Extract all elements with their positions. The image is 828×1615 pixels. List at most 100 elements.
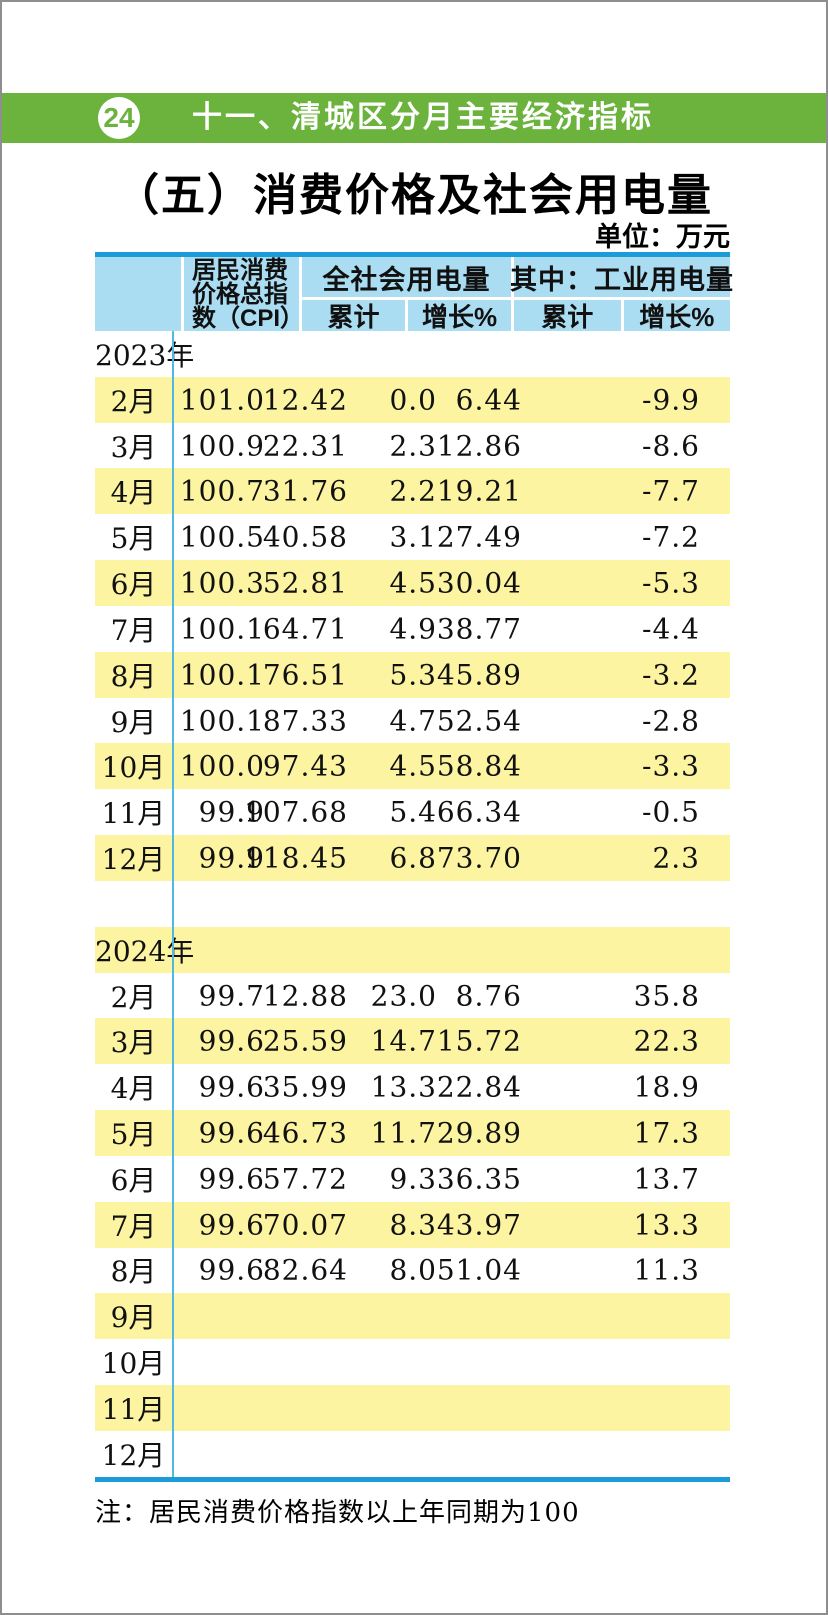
cell-value: 70.07 [262, 1208, 348, 1242]
cell-value: 14.7 [370, 1024, 437, 1058]
cell-value: 4.5 [389, 749, 437, 783]
table-body: 2023年 2月 101.0 12.42 0.0 6.44 -9.9 3月 100.9 22.31… [95, 331, 730, 1477]
table-row: 3月 99.6 25.59 14.7 15.72 22.3 [95, 1018, 730, 1065]
table-row: 7月 99.6 70.07 8.3 43.97 13.3 [95, 1201, 730, 1248]
cell-value: 64.71 [262, 612, 348, 646]
row-label: 9月 [110, 1301, 157, 1335]
cell-value: 35.8 [633, 979, 700, 1012]
page-number-badge: 24 [98, 97, 140, 139]
row-label: 8月 [110, 659, 157, 693]
cell-value: -8.6 [642, 429, 700, 463]
table-row: 8月 100.1 76.51 5.3 45.89 -3.2 [95, 651, 730, 698]
year-row: 2023年 [95, 331, 730, 377]
header-cpi-line: 数（CPI） [192, 305, 305, 332]
cell-value: 99.6 [198, 1070, 265, 1104]
row-label: 12月 [101, 843, 166, 877]
table-row: 6月 99.6 57.72 9.3 36.35 13.7 [95, 1156, 730, 1202]
cell-value: 12.42 [262, 383, 348, 417]
cell-value: 12.86 [436, 429, 522, 463]
spacer-row [95, 881, 730, 927]
row-label: 10月 [101, 751, 166, 785]
cell-value: 45.89 [436, 658, 522, 692]
cell-value: 52.81 [262, 566, 348, 600]
cell-value: -4.4 [642, 612, 700, 646]
header-cpi-line: 居民消费 [192, 257, 288, 284]
cell-value: 35.99 [262, 1070, 348, 1104]
cell-value: 40.58 [262, 520, 348, 554]
table-row: 9月 [95, 1293, 730, 1340]
cell-value: 30.04 [436, 566, 522, 600]
cell-value: -2.8 [642, 704, 700, 738]
row-label: 2024年 [95, 934, 195, 968]
cell-value: 52.54 [436, 704, 522, 738]
cell-value: 76.51 [262, 658, 348, 692]
row-label: 5月 [110, 522, 157, 556]
table-row: 10月 [95, 1339, 730, 1385]
page-title: （五）消费价格及社会用电量 [115, 171, 713, 220]
row-label: 4月 [110, 1072, 157, 1106]
cell-value: 99.6 [198, 1162, 265, 1196]
cell-value: 8.76 [455, 979, 522, 1012]
group-subheaders: 累计 增长% [514, 300, 730, 332]
row-label: 4月 [110, 476, 157, 510]
cell-value: 13.3 [370, 1070, 437, 1104]
cell-value: 100.1 [179, 658, 265, 692]
row-label: 2月 [110, 980, 157, 1014]
cell-value: 100.1 [179, 704, 265, 738]
cell-value: 22.84 [436, 1070, 522, 1104]
statistics-table: 居民消费 价格总指 数（CPI） 全社会用电量 累计 增长% 其中：工业用电量 … [95, 252, 733, 1482]
cell-value: 99.7 [198, 979, 265, 1012]
cell-value: 57.72 [262, 1162, 348, 1196]
cell-value: 3.1 [389, 520, 437, 554]
cell-value: 25.59 [262, 1024, 348, 1058]
cell-value: 100.3 [179, 566, 265, 600]
cell-value: 97.43 [262, 749, 348, 783]
cell-value: 4.9 [389, 612, 437, 646]
cell-value: 38.77 [436, 612, 522, 646]
row-label: 9月 [110, 705, 157, 739]
cell-value: 99.9 [198, 795, 265, 829]
cell-value: 19.21 [436, 474, 522, 508]
year-row: 2024年 [95, 926, 730, 973]
header-month-cell [95, 257, 184, 331]
row-label: 3月 [110, 430, 157, 464]
cell-value: 2.3 [389, 429, 437, 463]
row-label: 11月 [101, 1392, 166, 1426]
cell-value: 99.6 [198, 1208, 265, 1242]
table-row: 7月 100.1 64.71 4.9 38.77 -4.4 [95, 606, 730, 652]
table-row: 4月 99.6 35.99 13.3 22.84 18.9 [95, 1064, 730, 1110]
cell-value: 4.7 [389, 704, 437, 738]
cell-value: 118.45 [244, 841, 348, 875]
cell-value: 31.76 [262, 474, 348, 508]
subheader-cumulative: 累计 [514, 300, 624, 332]
row-label: 7月 [110, 1209, 157, 1243]
cell-value: 51.04 [436, 1253, 522, 1287]
table-row: 2月 101.0 12.42 0.0 6.44 -9.9 [95, 376, 730, 423]
cell-value: 100.7 [179, 474, 265, 508]
cell-value: -9.9 [642, 383, 700, 417]
group-label: 其中：工业用电量 [510, 257, 733, 300]
cell-value: 13.7 [633, 1162, 700, 1196]
row-label: 12月 [101, 1438, 166, 1472]
row-label: 2023年 [95, 338, 195, 372]
cell-value: 11.7 [370, 1116, 437, 1150]
header-cpi-line: 价格总指 [192, 281, 288, 308]
row-label: 5月 [110, 1117, 157, 1151]
cell-value: -5.3 [642, 566, 700, 600]
subheader-cumulative: 累计 [302, 300, 408, 332]
group-subheaders: 累计 增长% [302, 300, 511, 332]
cell-value: 15.72 [436, 1024, 522, 1058]
cell-value: 58.84 [436, 749, 522, 783]
cell-value: -7.2 [642, 520, 700, 554]
cell-value: 99.6 [198, 1253, 265, 1287]
group-label: 全社会用电量 [302, 257, 511, 300]
cell-value: 5.3 [389, 658, 437, 692]
cell-value: 13.3 [633, 1208, 700, 1242]
table-row: 4月 100.7 31.76 2.2 19.21 -7.7 [95, 468, 730, 515]
cell-value: 66.34 [436, 795, 522, 829]
section-header-bar: 24 十一、清城区分月主要经济指标 [2, 93, 826, 143]
row-label: 8月 [110, 1255, 157, 1289]
cell-value: 99.9 [198, 841, 265, 875]
cell-value: 100.0 [179, 749, 265, 783]
cell-value: 11.3 [633, 1253, 700, 1287]
